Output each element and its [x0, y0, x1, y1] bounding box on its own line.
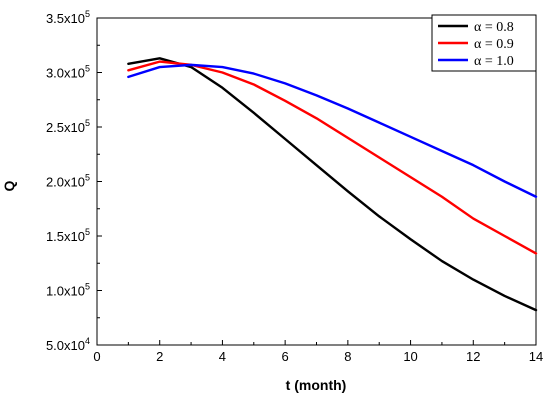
legend-label: α = 0.9 [474, 37, 514, 52]
x-tick-label: 4 [219, 349, 226, 364]
series-layer [127, 57, 538, 312]
x-tick-label: 14 [529, 349, 543, 364]
y-tick-label: 5.0x104 [46, 336, 90, 353]
y-axis: 5.0x104 1.0x105 1.5x105 2.0x105 2.5x105 3.0x1… [46, 9, 102, 353]
y-tick-label: 2.5x105 [46, 118, 90, 135]
x-tick-label: 6 [282, 349, 289, 364]
x-tick-label: 12 [466, 349, 480, 364]
y-axis-title: Q [1, 180, 17, 191]
y-tick-label: 3.0x105 [46, 64, 90, 81]
x-tick-label: 8 [344, 349, 351, 364]
x-tick-label: 2 [156, 349, 163, 364]
y-tick-label: 2.0x105 [46, 173, 90, 190]
series-line-2 [127, 60, 538, 255]
y-tick-label: 3.5x105 [46, 9, 90, 26]
x-axis-title: t (month) [286, 377, 347, 393]
legend-label: α = 0.8 [474, 20, 514, 35]
series-line-3 [127, 63, 538, 198]
x-axis: 0 2 4 6 8 10 12 14 [93, 340, 543, 364]
series-line-1 [127, 57, 538, 312]
x-tick-label: 0 [93, 349, 100, 364]
legend: α = 0.8 α = 0.9 α = 1.0 [431, 14, 537, 72]
legend-label: α = 1.0 [474, 54, 514, 69]
y-tick-label: 1.5x105 [46, 227, 90, 244]
x-tick-label: 10 [403, 349, 417, 364]
y-tick-label: 1.0x105 [46, 282, 90, 299]
